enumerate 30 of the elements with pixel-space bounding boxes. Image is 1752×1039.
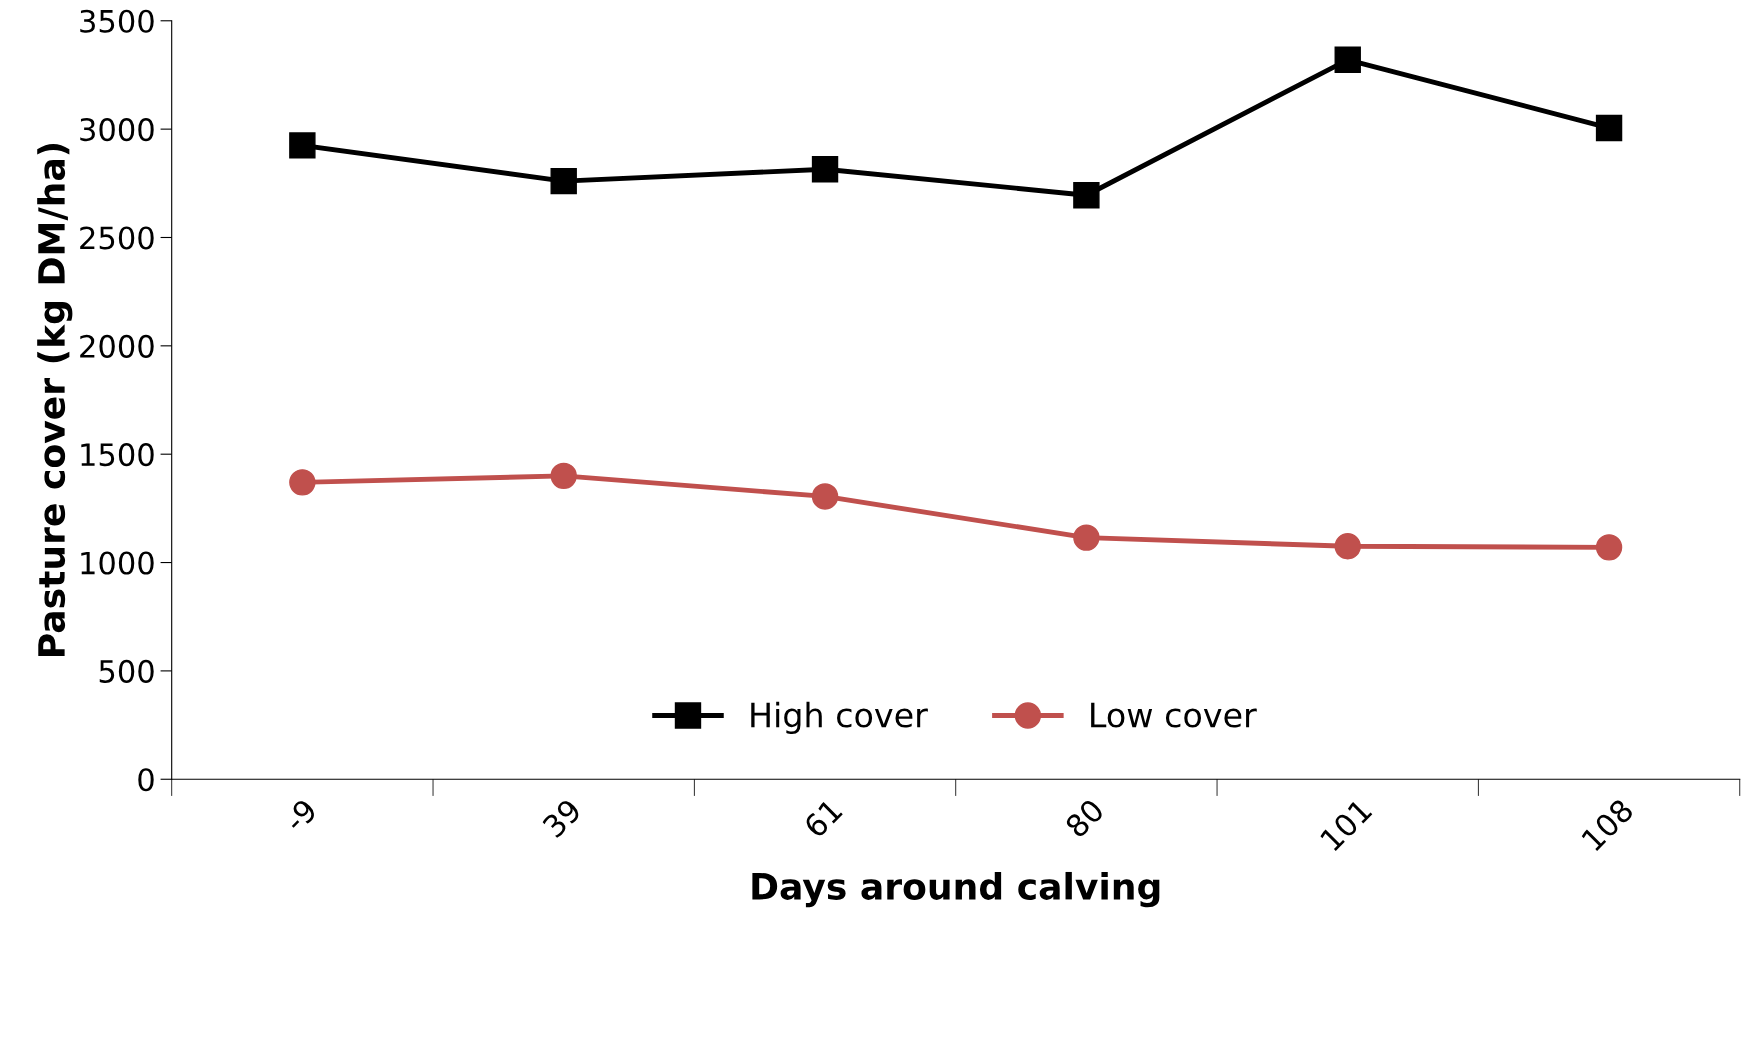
y-axis-title: Pasture cover (kg DM/ha) [37, 143, 73, 656]
point [1595, 114, 1623, 142]
y-tick-label: 0 [138, 768, 154, 792]
point [811, 483, 839, 510]
point [1073, 182, 1100, 209]
x-tick-label: 39 [541, 797, 583, 839]
point [289, 469, 316, 496]
y-tick-label: 3500 [80, 9, 154, 33]
y-tick-label: 2500 [80, 226, 154, 250]
legend-label: Low cover [1091, 702, 1257, 728]
y-tick-label: 1000 [81, 551, 154, 575]
x-axis-title: Days around calving [752, 871, 1160, 908]
point [550, 167, 577, 195]
y-tick-label: 500 [99, 659, 154, 683]
point [550, 462, 577, 490]
x-tick-label: 108 [1580, 797, 1635, 852]
point [1595, 534, 1623, 561]
x-tick-label: 61 [802, 798, 844, 839]
x-tick-label: 101 [1319, 798, 1373, 852]
y-tick-label: 1500 [81, 443, 154, 467]
x-tick-label: -9 [282, 797, 318, 834]
y-tick-label: 2000 [80, 334, 154, 358]
point [1334, 46, 1361, 73]
point [289, 132, 316, 159]
point [811, 156, 839, 183]
point [1073, 524, 1100, 551]
x-tick-label: 80 [1064, 797, 1105, 839]
y-tick-label: 3000 [80, 118, 154, 142]
legend-label: High cover [751, 701, 928, 735]
point [1334, 533, 1361, 560]
